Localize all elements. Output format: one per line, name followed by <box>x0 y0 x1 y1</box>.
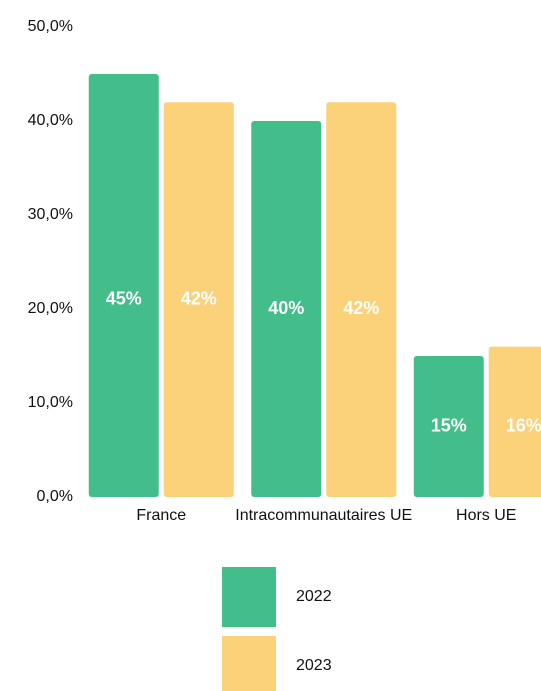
bar <box>88 74 159 497</box>
bar <box>413 356 484 497</box>
value-label: 45% <box>106 288 142 308</box>
value-label: 15% <box>431 415 467 435</box>
legend-label: 2023 <box>296 657 332 674</box>
bar <box>326 102 397 497</box>
y-tick-label: 40,0% <box>28 112 73 129</box>
y-tick-label: 50,0% <box>28 18 73 35</box>
bar <box>251 121 322 497</box>
x-tick-label: Intracommunautaires UE <box>235 507 412 524</box>
y-tick-label: 20,0% <box>28 300 73 317</box>
value-label: 42% <box>181 288 217 308</box>
y-tick-label: 10,0% <box>28 394 73 411</box>
legend-swatch <box>222 636 276 691</box>
x-tick-label: France <box>136 507 186 524</box>
value-label: 16% <box>506 415 541 435</box>
legend-label: 2022 <box>296 588 332 605</box>
value-label: 40% <box>268 298 304 318</box>
bar <box>488 346 541 497</box>
y-tick-label: 0,0% <box>37 488 73 505</box>
value-label: 42% <box>343 298 379 318</box>
y-tick-label: 30,0% <box>28 206 73 223</box>
x-tick-label: Hors UE <box>456 507 516 524</box>
bar <box>163 102 234 497</box>
legend-swatch <box>222 567 276 627</box>
